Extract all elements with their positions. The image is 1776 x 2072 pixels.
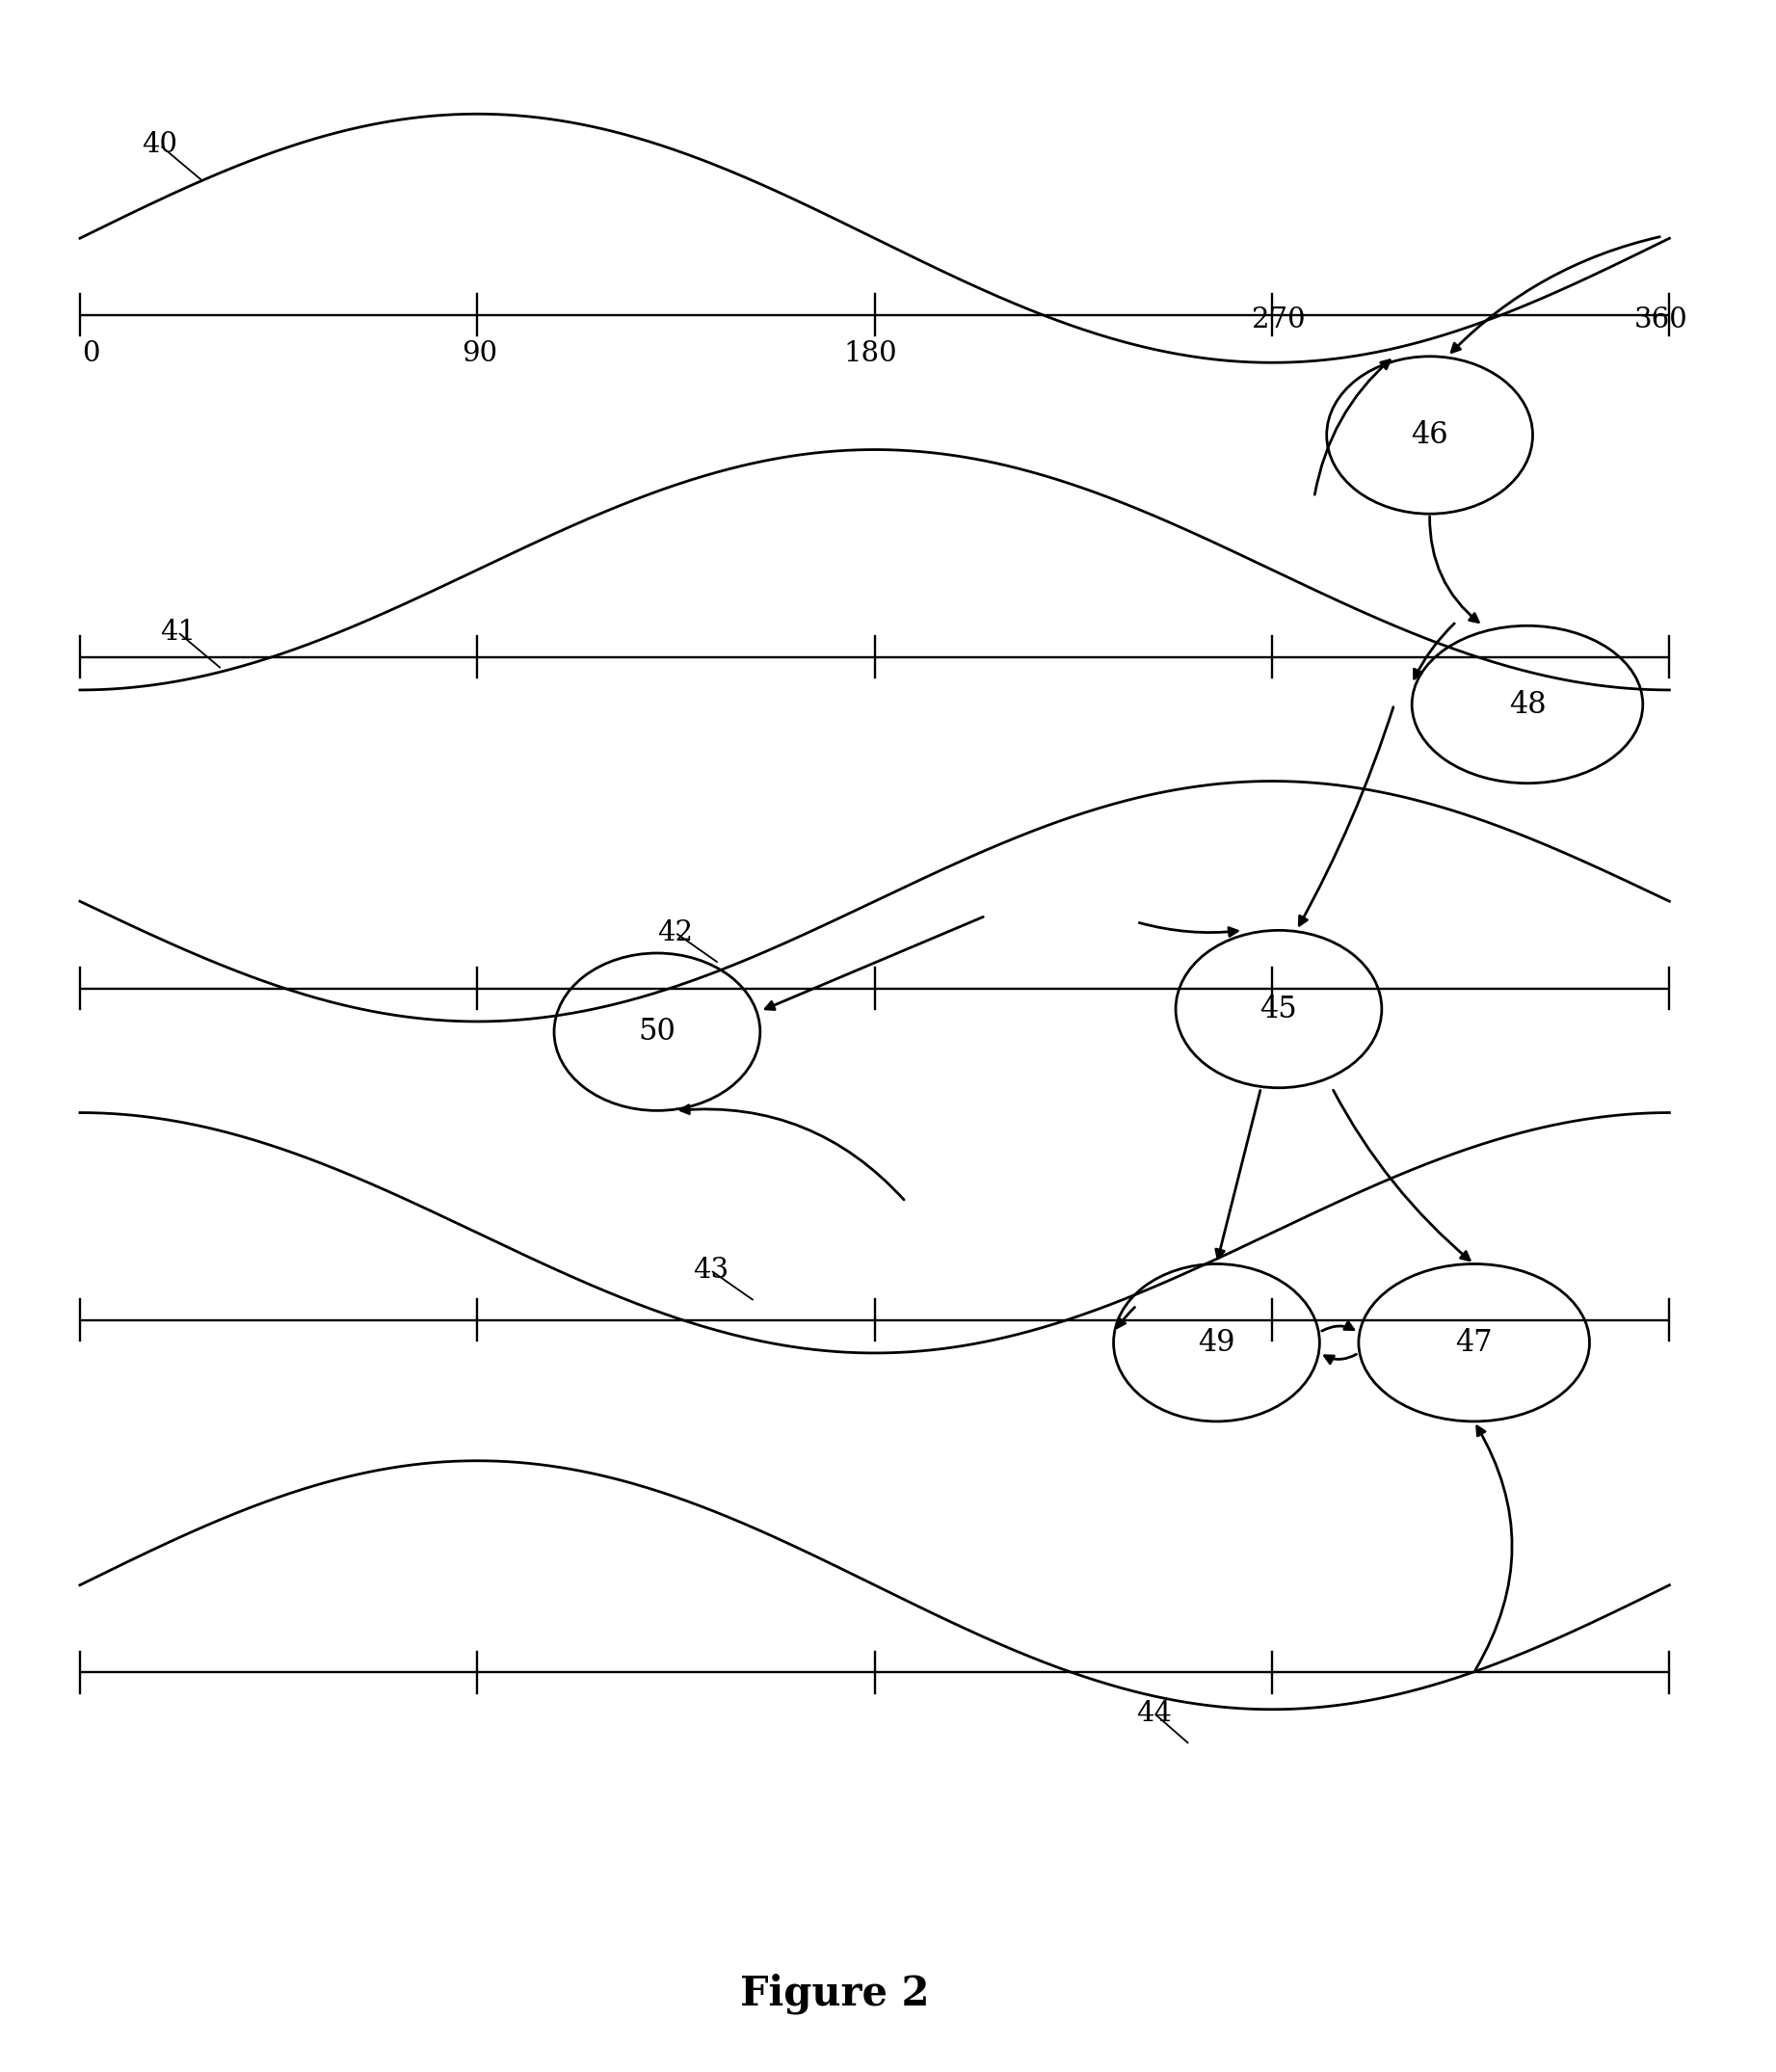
Ellipse shape <box>554 953 760 1111</box>
Text: 49: 49 <box>1199 1328 1234 1357</box>
Text: 270: 270 <box>1252 307 1305 334</box>
Ellipse shape <box>1412 626 1643 783</box>
Ellipse shape <box>1359 1264 1590 1421</box>
Ellipse shape <box>1114 1264 1320 1421</box>
Text: 42: 42 <box>657 918 693 947</box>
Text: 44: 44 <box>1137 1699 1172 1728</box>
Text: 50: 50 <box>638 1017 677 1046</box>
Text: 0: 0 <box>82 340 99 367</box>
Text: Figure 2: Figure 2 <box>741 1973 929 2014</box>
Text: 46: 46 <box>1412 421 1447 450</box>
Ellipse shape <box>1176 930 1382 1088</box>
Ellipse shape <box>1327 356 1533 514</box>
Text: 48: 48 <box>1510 690 1545 719</box>
Text: 43: 43 <box>693 1256 728 1285</box>
Text: 90: 90 <box>462 340 497 367</box>
Text: 40: 40 <box>142 131 178 160</box>
Text: 360: 360 <box>1634 307 1687 334</box>
Text: 47: 47 <box>1456 1328 1492 1357</box>
Text: 45: 45 <box>1259 995 1298 1024</box>
Text: 180: 180 <box>844 340 897 367</box>
Text: 41: 41 <box>160 617 195 646</box>
